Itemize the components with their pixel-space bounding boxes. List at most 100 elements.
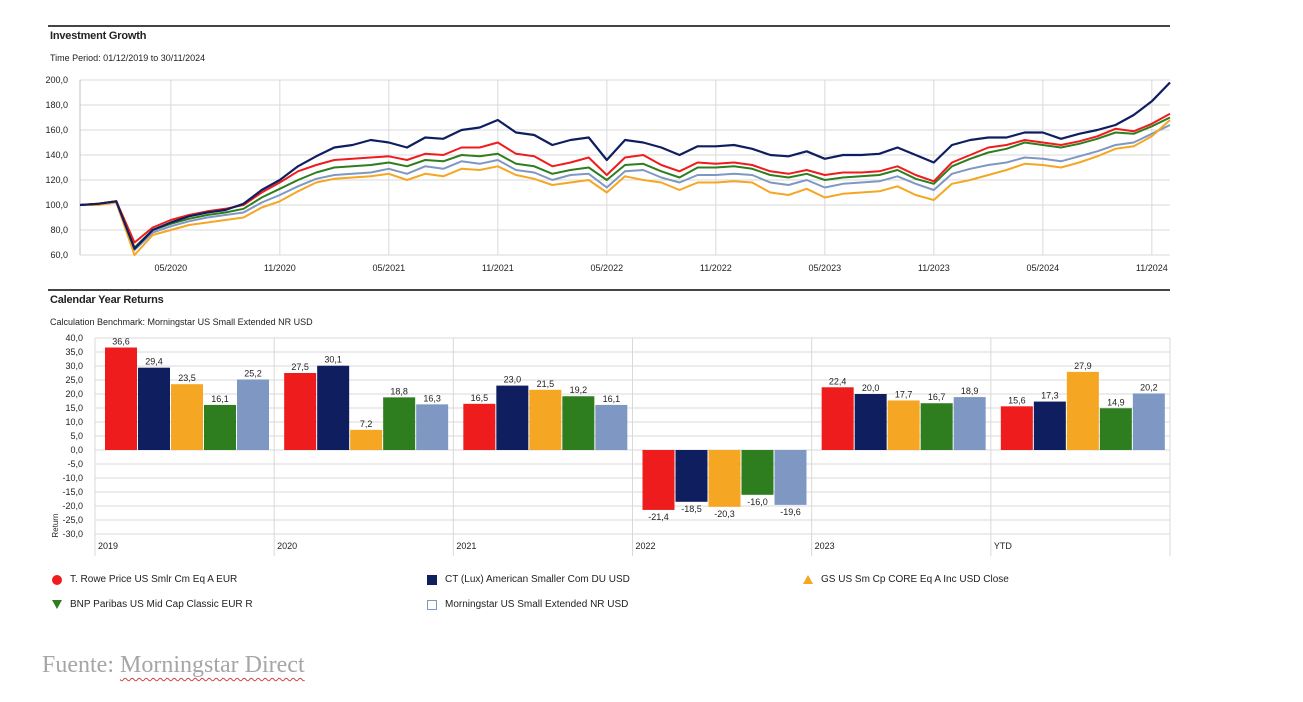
growth-subtitle: Time Period: 01/12/2019 to 30/11/2024 [50,53,206,63]
triangle-down-marker-icon [52,600,62,609]
returns-bar [854,394,887,450]
returns-bar-data-label: 21,5 [537,379,555,389]
returns-bar-data-label: -20,3 [714,509,735,519]
growth-series-line [80,119,1171,256]
returns-bar-data-label: 16,3 [423,393,441,403]
returns-bar [529,389,562,450]
growth-x-tick-label: 11/2022 [700,263,732,273]
growth-x-tick-label: 11/2021 [482,263,514,273]
returns-y-tick-label: 20,0 [65,389,83,399]
returns-bar [595,404,628,450]
returns-bar [237,379,269,450]
returns-bar [821,387,854,450]
returns-bar-data-label: 16,7 [928,392,946,402]
returns-bar [284,373,317,450]
returns-bar-data-label: 16,5 [471,393,489,403]
returns-top-rule [48,289,1170,291]
returns-bar [105,347,137,450]
legend-label: CT (Lux) American Smaller Com DU USD [445,574,630,585]
legend-item-benchmark: Morningstar US Small Extended NR USD [427,599,628,610]
growth-series-line [79,81,1171,250]
returns-y-tick-label: -25,0 [62,515,83,525]
growth-y-tick-label: 80,0 [50,225,68,235]
returns-bar [741,450,774,495]
returns-bar-data-label: 15,6 [1008,395,1026,405]
returns-y-tick-label: 35,0 [65,347,83,357]
growth-y-tick-label: 140,0 [45,150,68,160]
growth-x-tick-label: 05/2020 [155,263,188,273]
source-name: Morningstar Direct [120,652,305,678]
returns-bar-data-label: 20,2 [1140,382,1158,392]
returns-x-category-label: 2020 [277,541,297,551]
returns-bar [1099,408,1132,450]
growth-x-tick-label: 05/2023 [809,263,842,273]
legend-label: GS US Sm Cp CORE Eq A Inc USD Close [821,574,1009,585]
returns-bar-data-label: -18,5 [681,504,702,514]
returns-bar-data-label: 7,2 [360,419,373,429]
returns-y-tick-label: -15,0 [62,487,83,497]
returns-x-category-label: 2023 [815,541,835,551]
returns-x-category-label: 2022 [636,541,656,551]
returns-bar-data-label: 27,9 [1074,361,1092,371]
returns-x-category-label: YTD [994,541,1013,551]
returns-bar-data-label: 22,4 [829,376,847,386]
returns-bar-data-label: -21,4 [648,512,669,522]
growth-y-tick-label: 160,0 [45,125,68,135]
source-prefix: Fuente: [42,652,120,678]
returns-subtitle: Calculation Benchmark: Morningstar US Sm… [50,317,313,327]
returns-y-tick-label: -20,0 [62,501,83,511]
returns-bar [171,384,203,450]
legend-label: T. Rowe Price US Smlr Cm Eq A EUR [70,574,238,585]
source-caption: Fuente: Morningstar Direct [42,652,305,679]
returns-bar-data-label: 30,1 [324,355,342,365]
returns-bar [496,385,529,450]
returns-x-category-label: 2021 [456,541,476,551]
growth-series-line [79,124,1171,251]
returns-bar [887,400,920,450]
returns-bar-data-label: 23,5 [178,373,196,383]
returns-bar [562,396,595,450]
returns-y-tick-label: 15,0 [65,403,83,413]
returns-bar [675,450,708,502]
growth-x-tick-label: 05/2022 [591,263,624,273]
returns-bar [1132,393,1165,450]
returns-y-tick-label: 40,0 [65,333,83,343]
growth-x-tick-label: 11/2020 [264,263,296,273]
growth-title: Investment Growth [50,30,147,42]
growth-x-tick-label: 05/2024 [1027,263,1060,273]
returns-bar [920,403,953,450]
returns-bar [642,450,675,510]
returns-bar [416,404,449,450]
growth-series-line [79,112,1171,244]
returns-y-tick-label: 25,0 [65,375,83,385]
returns-bar [953,397,986,450]
returns-bar-data-label: -19,6 [780,507,801,517]
returns-bar [1033,401,1066,450]
returns-bar [1000,406,1033,450]
growth-y-tick-label: 180,0 [45,100,68,110]
circle-marker-icon [52,574,62,585]
growth-series-line [79,116,1171,249]
returns-bar-data-label: 23,0 [504,375,522,385]
returns-y-tick-label: 5,0 [70,431,83,441]
growth-y-tick-label: 120,0 [45,175,68,185]
growth-top-rule [48,25,1170,27]
square-marker-icon [427,574,437,585]
returns-bar-data-label: 29,4 [145,357,163,367]
returns-bar [463,403,496,450]
returns-x-category-label: 2019 [98,541,118,551]
returns-y-tick-label: 0,0 [70,445,83,455]
returns-bar [138,367,170,450]
returns-bar [774,450,807,505]
growth-x-tick-label: 11/2024 [1136,263,1168,273]
returns-y-tick-label: -5,0 [67,459,83,469]
returns-bar-data-label: 27,5 [291,362,309,372]
legend-item-trowe: T. Rowe Price US Smlr Cm Eq A EUR [52,574,237,585]
returns-bar-data-label: 25,2 [244,368,262,378]
legend-label: BNP Paribas US Mid Cap Classic EUR R [70,599,253,610]
returns-title: Calendar Year Returns [50,294,164,306]
returns-y-tick-label: -30,0 [62,529,83,539]
returns-bar-data-label: -16,0 [747,497,768,507]
returns-bar-chart: 40,0 35,0 30,0 25,0 20,0 15,0 10,0 5,0 0,0 -5,0 -1… [51,333,1171,556]
legend-item-gs: GS US Sm Cp CORE Eq A Inc USD Close [803,574,1009,585]
